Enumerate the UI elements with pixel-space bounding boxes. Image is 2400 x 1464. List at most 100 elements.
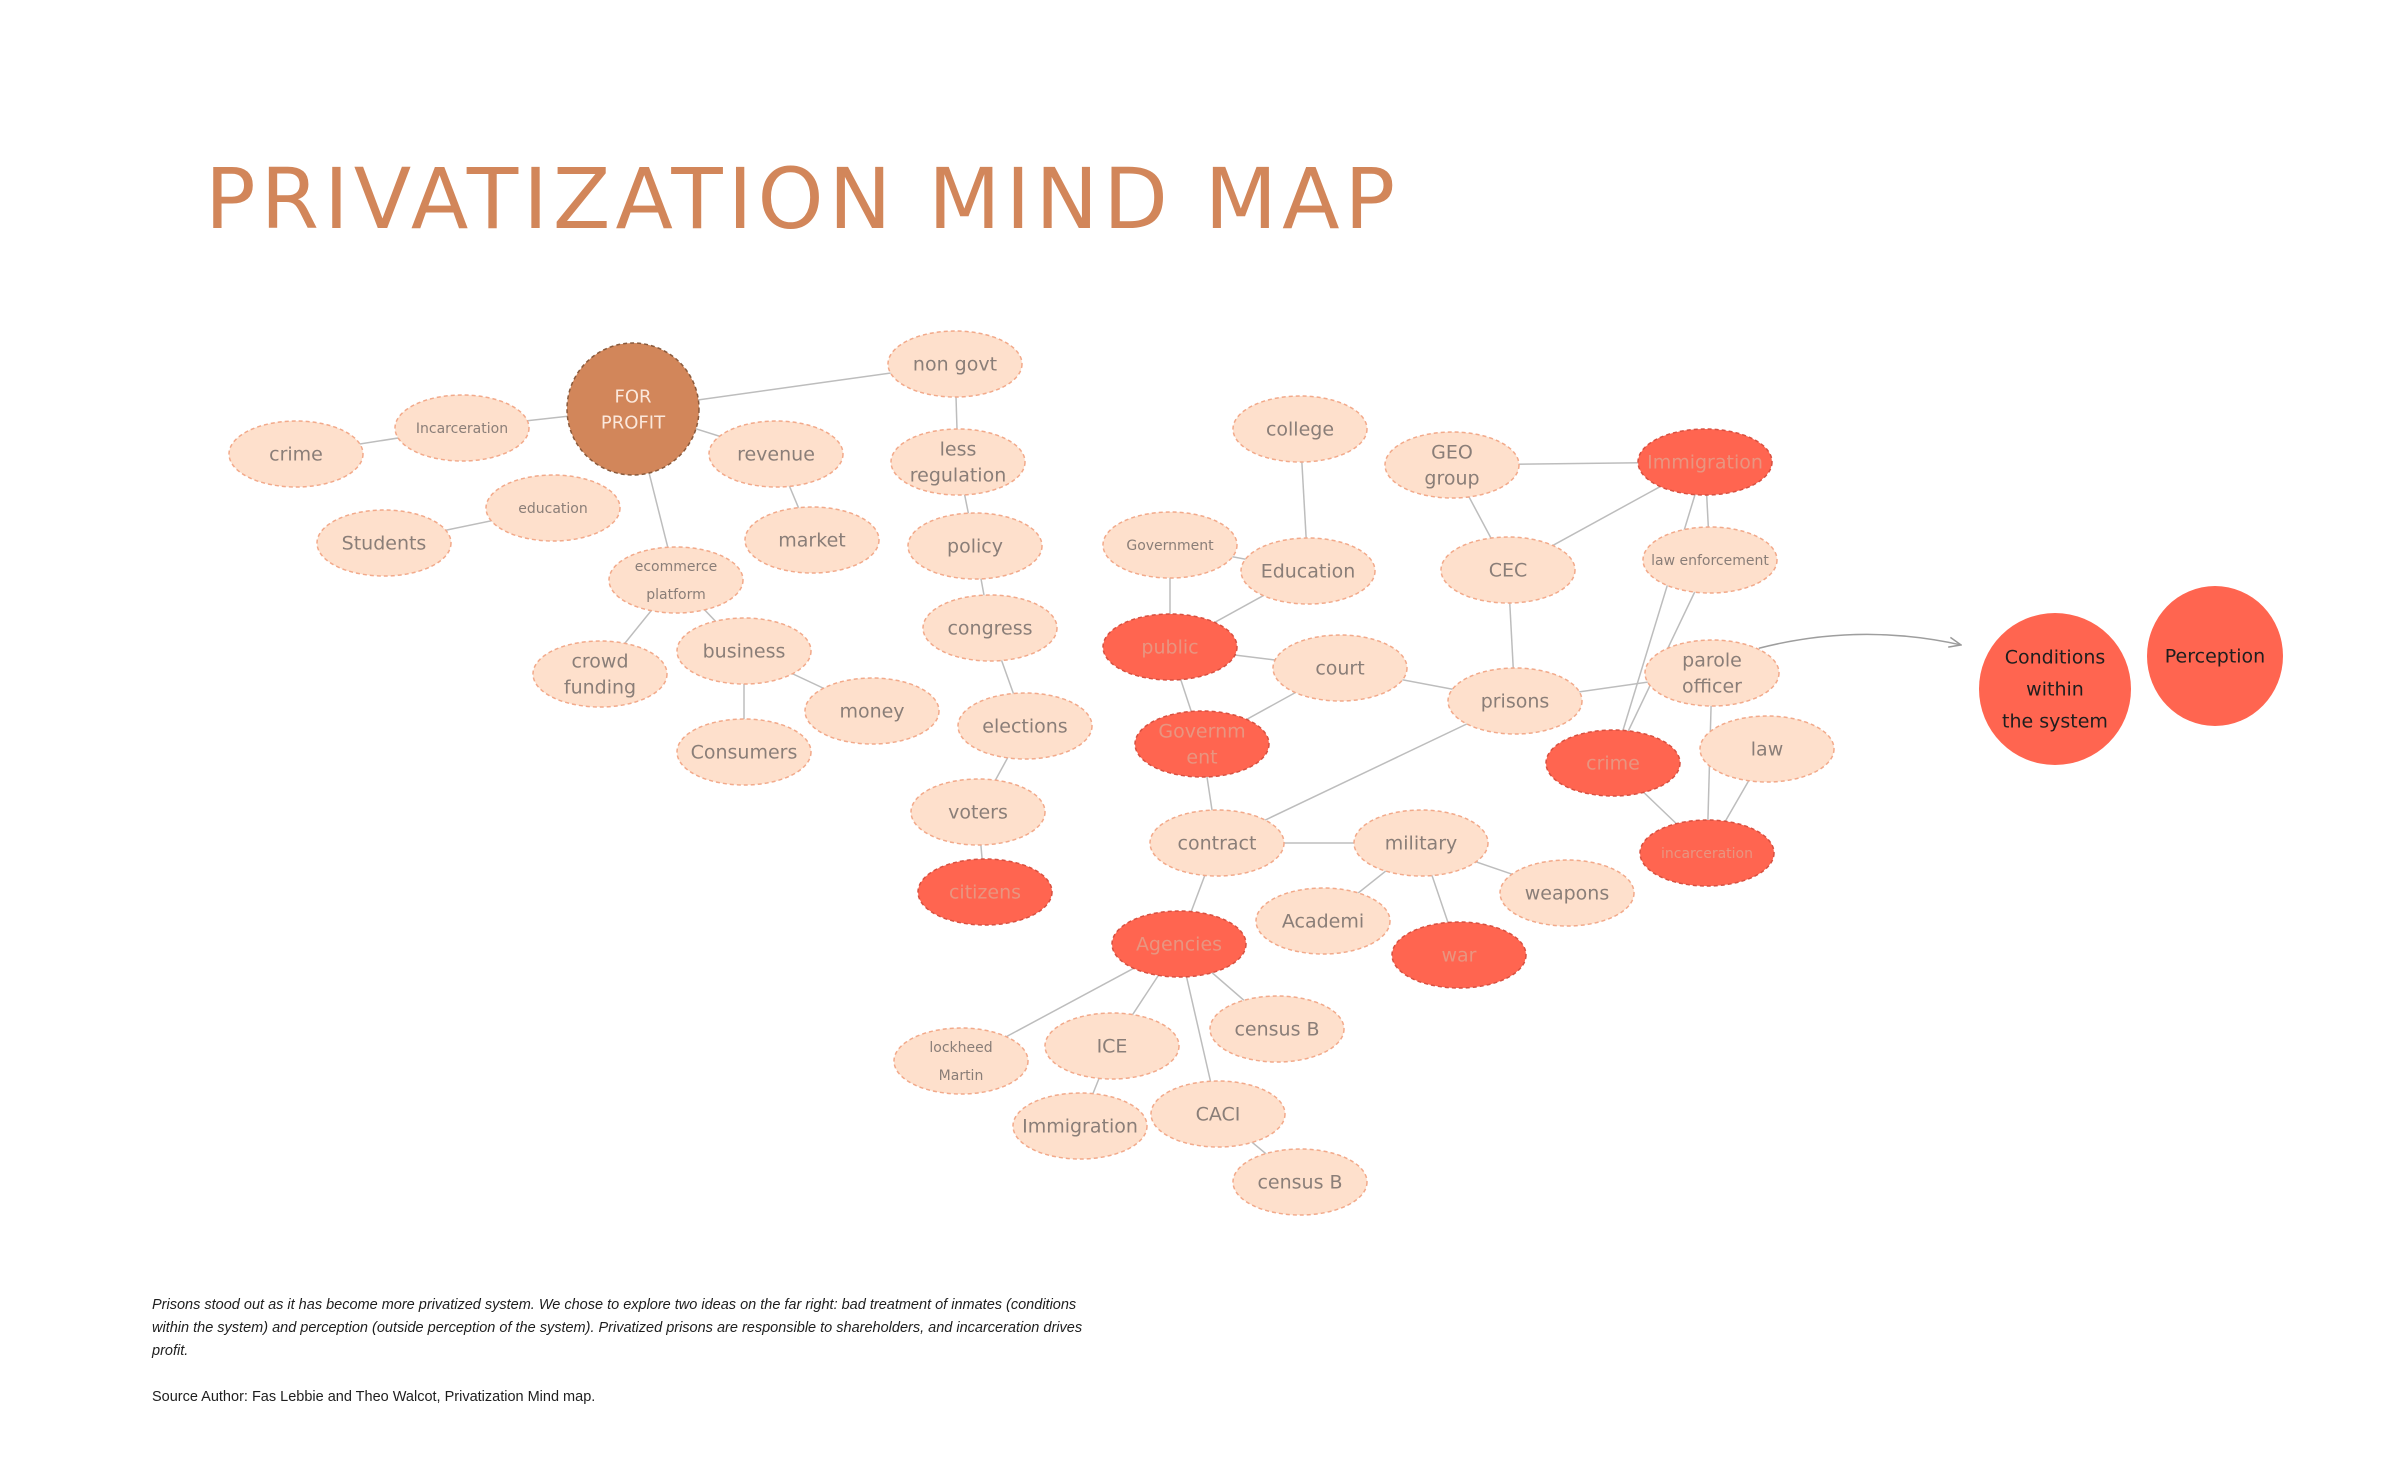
node-shape [1440,536,1576,604]
node-label: weapons [1525,883,1610,905]
node-shape [1353,809,1489,877]
node-congress[interactable]: congress [922,594,1058,662]
node-shape [1150,1080,1286,1148]
node-crime2[interactable]: crime [1545,729,1681,797]
node-label: Agencies [1136,934,1222,956]
node-business[interactable]: business [676,617,812,685]
node-shape [1272,634,1408,702]
node-prisons[interactable]: prisons [1447,667,1583,735]
node-label: Conditions [2005,647,2106,669]
node-shape [1979,613,2131,765]
node-label: Incarceration [416,421,508,437]
node-label: policy [947,536,1003,558]
node-label: revenue [737,444,815,466]
node-label: funding [564,677,636,699]
node-immigration2[interactable]: Immigration [1012,1092,1148,1160]
node-education2[interactable]: Education [1240,537,1376,605]
node-shape [893,1027,1029,1095]
node-label: Martin [939,1068,984,1084]
node-label: PROFIT [601,412,666,433]
node-shape [1637,428,1773,496]
node-conditions[interactable]: Conditions within the system [1979,613,2131,765]
node-money[interactable]: money [804,677,940,745]
node-education1[interactable]: education [485,474,621,542]
node-weapons[interactable]: weapons [1499,859,1635,927]
node-war[interactable]: war [1391,921,1527,989]
node-crowd-funding[interactable]: crowd funding [532,640,668,708]
node-policy[interactable]: policy [907,512,1043,580]
node-label: ent [1186,747,1217,769]
node-caci[interactable]: CACI [1150,1080,1286,1148]
node-label: elections [982,716,1067,738]
node-census-b2[interactable]: census B [1232,1148,1368,1216]
node-crime1[interactable]: crime [228,420,364,488]
node-government1[interactable]: Government [1102,511,1238,579]
node-ice[interactable]: ICE [1044,1012,1180,1080]
node-shape [744,506,880,574]
node-label: college [1266,419,1334,441]
node-revenue[interactable]: revenue [708,420,844,488]
node-label: Government [1126,538,1214,554]
node-shape [1149,809,1285,877]
node-label: CACI [1196,1104,1241,1126]
node-shape [1209,995,1345,1063]
node-incarceration2[interactable]: incarceration [1639,819,1775,887]
node-cec[interactable]: CEC [1440,536,1576,604]
page-title: PRIVATIZATION MIND MAP [205,150,1401,248]
node-shape [1240,537,1376,605]
node-label: incarceration [1661,846,1753,862]
node-label: non govt [913,354,997,376]
node-incarceration1[interactable]: Incarceration [394,394,530,462]
node-for-profit[interactable]: FOR PROFIT [566,342,700,476]
node-shape [1232,395,1368,463]
node-shape [1134,710,1270,778]
node-elections[interactable]: elections [957,692,1093,760]
node-label: ecommerce [635,559,718,575]
node-government2[interactable]: Governm ent [1134,710,1270,778]
node-shape [608,546,744,614]
node-non-govt[interactable]: non govt [887,330,1023,398]
node-law-enforcement[interactable]: law enforcement [1642,526,1778,594]
node-shape [1644,639,1780,707]
node-law[interactable]: law [1699,715,1835,783]
node-label: regulation [910,465,1007,487]
node-label: lockheed [929,1040,992,1056]
node-label: within [2026,679,2084,701]
node-label: Immigration [1647,452,1763,474]
node-shape [907,512,1043,580]
node-shape [1111,910,1247,978]
node-public[interactable]: public [1102,613,1238,681]
node-military[interactable]: military [1353,809,1489,877]
node-perception[interactable]: Perception [2147,586,2283,726]
node-parole-officer[interactable]: parole officer [1644,639,1780,707]
node-court[interactable]: court [1272,634,1408,702]
node-shape [917,858,1053,926]
node-college[interactable]: college [1232,395,1368,463]
node-shape [804,677,940,745]
node-less-regulation[interactable]: less regulation [890,428,1026,496]
node-consumers[interactable]: Consumers [676,718,812,786]
node-label: CEC [1489,560,1528,582]
node-voters[interactable]: voters [910,778,1046,846]
node-census-b1[interactable]: census B [1209,995,1345,1063]
node-lockheed[interactable]: lockheed Martin [893,1027,1029,1095]
node-label: market [778,530,845,552]
node-geo-group[interactable]: GEO group [1384,431,1520,499]
node-ecommerce[interactable]: ecommerce platform [608,546,744,614]
edge-prisons-contract [1216,700,1516,844]
node-students[interactable]: Students [316,509,452,577]
node-contract[interactable]: contract [1149,809,1285,877]
node-label: congress [947,618,1032,640]
node-label: Governm [1158,721,1245,743]
node-label: money [839,701,904,723]
node-immigration1[interactable]: Immigration [1637,428,1773,496]
node-market[interactable]: market [744,506,880,574]
node-citizens[interactable]: citizens [917,858,1053,926]
node-shape [1232,1148,1368,1216]
node-agencies[interactable]: Agencies [1111,910,1247,978]
node-academi[interactable]: Academi [1255,887,1391,955]
node-label: business [703,641,786,663]
node-label: court [1315,658,1364,680]
node-shape [1499,859,1635,927]
